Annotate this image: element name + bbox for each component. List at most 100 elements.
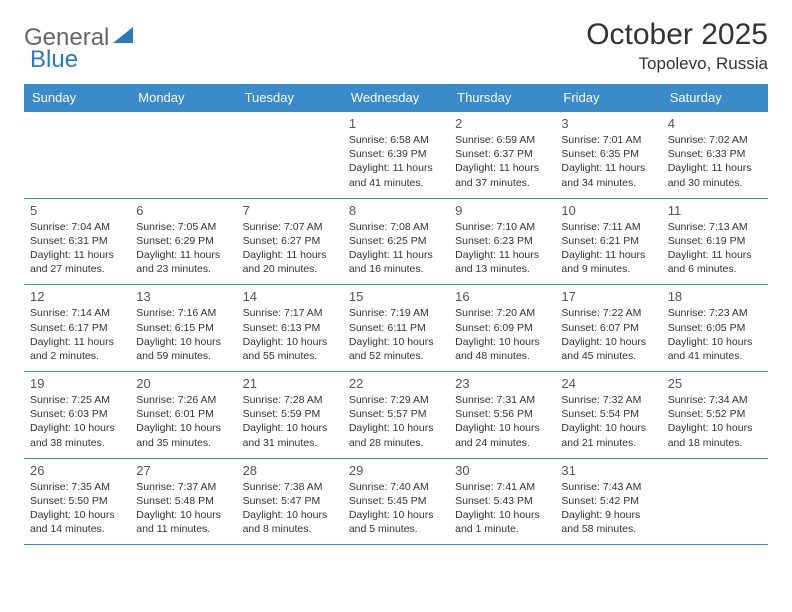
day-info: Sunrise: 7:38 AMSunset: 5:47 PMDaylight:… xyxy=(243,480,337,537)
day-header: Wednesday xyxy=(343,84,449,112)
day-number: 12 xyxy=(30,289,124,304)
day-number: 11 xyxy=(668,203,762,218)
calendar-cell: 20Sunrise: 7:26 AMSunset: 6:01 PMDayligh… xyxy=(130,372,236,459)
day-number: 27 xyxy=(136,463,230,478)
day-header: Friday xyxy=(555,84,661,112)
day-number: 15 xyxy=(349,289,443,304)
day-info: Sunrise: 7:05 AMSunset: 6:29 PMDaylight:… xyxy=(136,220,230,277)
calendar-cell: 23Sunrise: 7:31 AMSunset: 5:56 PMDayligh… xyxy=(449,372,555,459)
calendar-cell: 17 Sunrise: 7:22 AMSunset: 6:07 PMDayligh… xyxy=(555,285,661,372)
day-info: Sunrise: 7:25 AMSunset: 6:03 PMDaylight:… xyxy=(30,393,124,450)
calendar-cell: 27 Sunrise: 7:37 AMSunset: 5:48 PMDayligh… xyxy=(130,458,236,545)
calendar-cell: 12 Sunrise: 7:14 AMSunset: 6:17 PMDayligh… xyxy=(24,285,130,372)
day-header: Saturday xyxy=(662,84,768,112)
day-number: 1 xyxy=(349,116,443,131)
day-number: 7 xyxy=(243,203,337,218)
day-info: Sunrise: 7:32 AMSunset: 5:54 PMDaylight:… xyxy=(561,393,655,450)
calendar-row: 5Sunrise: 7:04 AMSunset: 6:31 PMDaylight… xyxy=(24,198,768,285)
day-info: Sunrise: 7:26 AMSunset: 6:01 PMDaylight:… xyxy=(136,393,230,450)
day-info: Sunrise: 7:28 AMSunset: 5:59 PMDaylight:… xyxy=(243,393,337,450)
day-info: Sunrise: 7:41 AMSunset: 5:43 PMDaylight:… xyxy=(455,480,549,537)
day-info: Sunrise: 7:04 AMSunset: 6:31 PMDaylight:… xyxy=(30,220,124,277)
day-info: Sunrise: 7:17 AMSunset: 6:13 PMDaylight:… xyxy=(243,306,337,363)
day-info: Sunrise: 7:29 AMSunset: 5:57 PMDaylight:… xyxy=(349,393,443,450)
calendar-row: 19Sunrise: 7:25 AMSunset: 6:03 PMDayligh… xyxy=(24,372,768,459)
day-number: 8 xyxy=(349,203,443,218)
day-info: Sunrise: 7:14 AMSunset: 6:17 PMDaylight:… xyxy=(30,306,124,363)
calendar-cell: 21Sunrise: 7:28 AMSunset: 5:59 PMDayligh… xyxy=(237,372,343,459)
page-title: October 2025 xyxy=(586,18,768,52)
day-info: Sunrise: 7:11 AMSunset: 6:21 PMDaylight:… xyxy=(561,220,655,277)
day-number: 6 xyxy=(136,203,230,218)
calendar-cell: 4 Sunrise: 7:02 AMSunset: 6:33 PMDaylight… xyxy=(662,112,768,199)
page-subtitle: Topolevo, Russia xyxy=(586,54,768,74)
calendar-cell: 6 Sunrise: 7:05 AMSunset: 6:29 PMDaylight… xyxy=(130,198,236,285)
day-number: 14 xyxy=(243,289,337,304)
day-info: Sunrise: 6:59 AMSunset: 6:37 PMDaylight:… xyxy=(455,133,549,190)
day-header: Tuesday xyxy=(237,84,343,112)
day-number: 29 xyxy=(349,463,443,478)
day-number: 9 xyxy=(455,203,549,218)
calendar-cell xyxy=(237,112,343,199)
day-number: 4 xyxy=(668,116,762,131)
calendar-cell: 13Sunrise: 7:16 AMSunset: 6:15 PMDayligh… xyxy=(130,285,236,372)
day-info: Sunrise: 7:10 AMSunset: 6:23 PMDaylight:… xyxy=(455,220,549,277)
day-number: 26 xyxy=(30,463,124,478)
day-info: Sunrise: 7:22 AMSunset: 6:07 PMDaylight:… xyxy=(561,306,655,363)
day-number: 17 xyxy=(561,289,655,304)
day-header: Thursday xyxy=(449,84,555,112)
day-number: 31 xyxy=(561,463,655,478)
day-info: Sunrise: 7:40 AMSunset: 5:45 PMDaylight:… xyxy=(349,480,443,537)
day-info: Sunrise: 7:31 AMSunset: 5:56 PMDaylight:… xyxy=(455,393,549,450)
calendar-cell: 2 Sunrise: 6:59 AMSunset: 6:37 PMDaylight… xyxy=(449,112,555,199)
day-info: Sunrise: 7:07 AMSunset: 6:27 PMDaylight:… xyxy=(243,220,337,277)
day-info: Sunrise: 7:01 AMSunset: 6:35 PMDaylight:… xyxy=(561,133,655,190)
calendar-cell: 22 Sunrise: 7:29 AMSunset: 5:57 PMDayligh… xyxy=(343,372,449,459)
calendar-cell: 28 Sunrise: 7:38 AMSunset: 5:47 PMDayligh… xyxy=(237,458,343,545)
calendar-cell: 10Sunrise: 7:11 AMSunset: 6:21 PMDayligh… xyxy=(555,198,661,285)
day-number: 2 xyxy=(455,116,549,131)
calendar-cell: 9 Sunrise: 7:10 AMSunset: 6:23 PMDaylight… xyxy=(449,198,555,285)
day-number: 25 xyxy=(668,376,762,391)
calendar-cell: 24 Sunrise: 7:32 AMSunset: 5:54 PMDayligh… xyxy=(555,372,661,459)
calendar-cell xyxy=(662,458,768,545)
day-info: Sunrise: 7:34 AMSunset: 5:52 PMDaylight:… xyxy=(668,393,762,450)
calendar-cell: 18 Sunrise: 7:23 AMSunset: 6:05 PMDayligh… xyxy=(662,285,768,372)
calendar-cell: 26Sunrise: 7:35 AMSunset: 5:50 PMDayligh… xyxy=(24,458,130,545)
day-info: Sunrise: 7:19 AMSunset: 6:11 PMDaylight:… xyxy=(349,306,443,363)
calendar-cell xyxy=(130,112,236,199)
calendar-cell: 8Sunrise: 7:08 AMSunset: 6:25 PMDaylight… xyxy=(343,198,449,285)
header: General October 2025 Topolevo, Russia xyxy=(24,18,768,74)
calendar-cell xyxy=(24,112,130,199)
day-number: 16 xyxy=(455,289,549,304)
calendar-cell: 15 Sunrise: 7:19 AMSunset: 6:11 PMDayligh… xyxy=(343,285,449,372)
day-number: 24 xyxy=(561,376,655,391)
calendar-body: 1 Sunrise: 6:58 AMSunset: 6:39 PMDaylight… xyxy=(24,112,768,545)
logo-sail-icon xyxy=(113,27,135,50)
day-header-row: Sunday Monday Tuesday Wednesday Thursday… xyxy=(24,84,768,112)
day-number: 18 xyxy=(668,289,762,304)
day-info: Sunrise: 7:02 AMSunset: 6:33 PMDaylight:… xyxy=(668,133,762,190)
day-info: Sunrise: 7:37 AMSunset: 5:48 PMDaylight:… xyxy=(136,480,230,537)
day-number: 3 xyxy=(561,116,655,131)
day-info: Sunrise: 7:13 AMSunset: 6:19 PMDaylight:… xyxy=(668,220,762,277)
calendar-cell: 1 Sunrise: 6:58 AMSunset: 6:39 PMDaylight… xyxy=(343,112,449,199)
day-number: 28 xyxy=(243,463,337,478)
calendar-cell: 19Sunrise: 7:25 AMSunset: 6:03 PMDayligh… xyxy=(24,372,130,459)
day-info: Sunrise: 7:23 AMSunset: 6:05 PMDaylight:… xyxy=(668,306,762,363)
day-info: Sunrise: 7:20 AMSunset: 6:09 PMDaylight:… xyxy=(455,306,549,363)
calendar-cell: 16 Sunrise: 7:20 AMSunset: 6:09 PMDayligh… xyxy=(449,285,555,372)
calendar-cell: 29 Sunrise: 7:40 AMSunset: 5:45 PMDayligh… xyxy=(343,458,449,545)
day-header: Monday xyxy=(130,84,236,112)
title-block: October 2025 Topolevo, Russia xyxy=(586,18,768,74)
day-header: Sunday xyxy=(24,84,130,112)
calendar-cell: 30 Sunrise: 7:41 AMSunset: 5:43 PMDayligh… xyxy=(449,458,555,545)
calendar-cell: 5Sunrise: 7:04 AMSunset: 6:31 PMDaylight… xyxy=(24,198,130,285)
calendar-cell: 7 Sunrise: 7:07 AMSunset: 6:27 PMDaylight… xyxy=(237,198,343,285)
day-number: 30 xyxy=(455,463,549,478)
calendar-row: 26Sunrise: 7:35 AMSunset: 5:50 PMDayligh… xyxy=(24,458,768,545)
day-info: Sunrise: 6:58 AMSunset: 6:39 PMDaylight:… xyxy=(349,133,443,190)
day-number: 22 xyxy=(349,376,443,391)
calendar-cell: 11 Sunrise: 7:13 AMSunset: 6:19 PMDayligh… xyxy=(662,198,768,285)
day-info: Sunrise: 7:16 AMSunset: 6:15 PMDaylight:… xyxy=(136,306,230,363)
